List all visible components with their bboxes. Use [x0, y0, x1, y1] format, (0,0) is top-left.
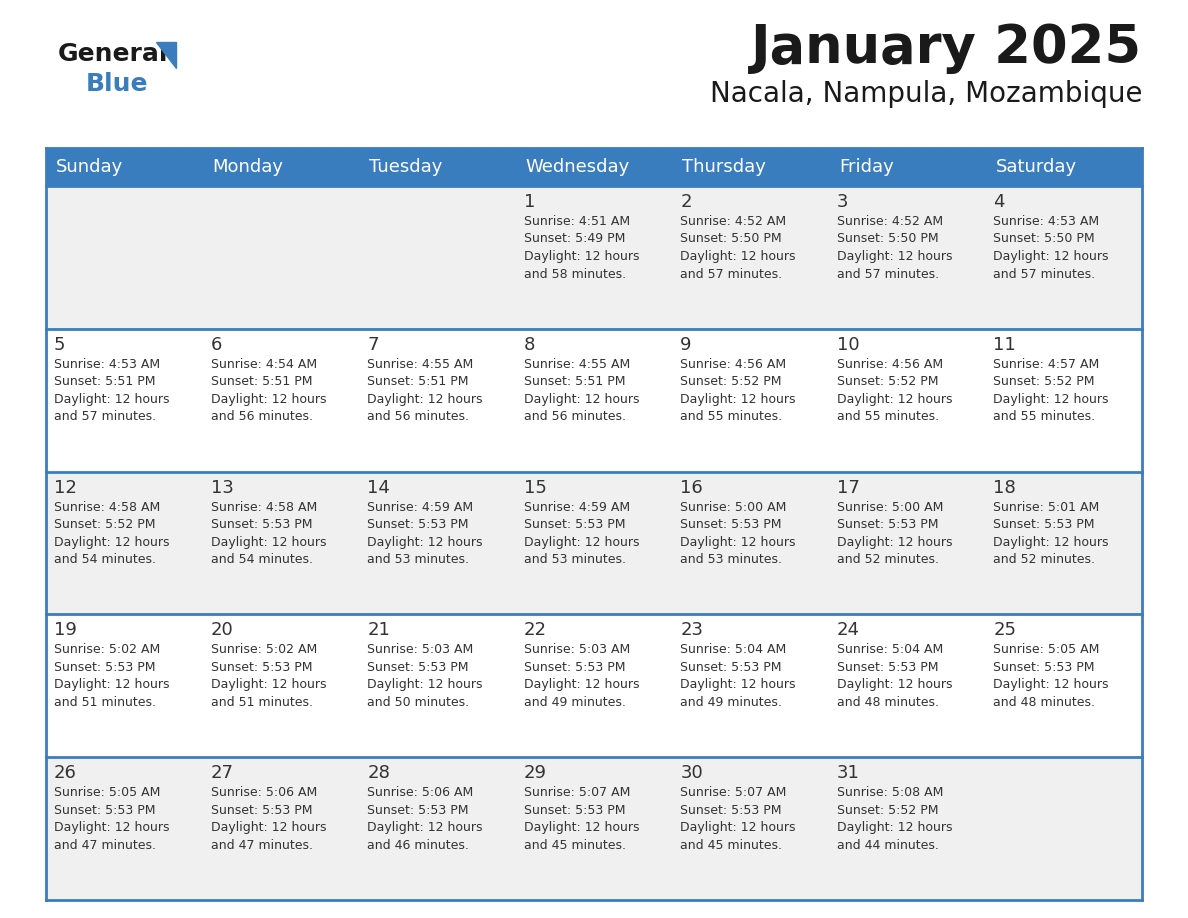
Text: 1: 1 [524, 193, 535, 211]
Bar [46, 614, 1142, 757]
Text: Monday: Monday [213, 158, 284, 176]
Text: Sunrise: 4:55 AM
Sunset: 5:51 PM
Daylight: 12 hours
and 56 minutes.: Sunrise: 4:55 AM Sunset: 5:51 PM Dayligh… [524, 358, 639, 423]
Text: Sunrise: 5:07 AM
Sunset: 5:53 PM
Daylight: 12 hours
and 45 minutes.: Sunrise: 5:07 AM Sunset: 5:53 PM Dayligh… [681, 786, 796, 852]
Text: Sunrise: 5:02 AM
Sunset: 5:53 PM
Daylight: 12 hours
and 51 minutes.: Sunrise: 5:02 AM Sunset: 5:53 PM Dayligh… [210, 644, 326, 709]
Text: Sunrise: 5:06 AM
Sunset: 5:53 PM
Daylight: 12 hours
and 46 minutes.: Sunrise: 5:06 AM Sunset: 5:53 PM Dayligh… [367, 786, 482, 852]
Text: Sunrise: 5:05 AM
Sunset: 5:53 PM
Daylight: 12 hours
and 47 minutes.: Sunrise: 5:05 AM Sunset: 5:53 PM Dayligh… [53, 786, 170, 852]
Text: Sunrise: 4:53 AM
Sunset: 5:51 PM
Daylight: 12 hours
and 57 minutes.: Sunrise: 4:53 AM Sunset: 5:51 PM Dayligh… [53, 358, 170, 423]
Text: Sunday: Sunday [56, 158, 124, 176]
Text: Sunrise: 4:52 AM
Sunset: 5:50 PM
Daylight: 12 hours
and 57 minutes.: Sunrise: 4:52 AM Sunset: 5:50 PM Dayligh… [836, 215, 953, 281]
Text: 5: 5 [53, 336, 65, 353]
Text: 22: 22 [524, 621, 546, 640]
Text: 26: 26 [53, 764, 77, 782]
Text: Tuesday: Tuesday [369, 158, 442, 176]
Text: 3: 3 [836, 193, 848, 211]
Text: 15: 15 [524, 478, 546, 497]
Text: 7: 7 [367, 336, 379, 353]
Bar [46, 757, 1142, 900]
Text: Wednesday: Wednesday [526, 158, 630, 176]
Text: Sunrise: 5:06 AM
Sunset: 5:53 PM
Daylight: 12 hours
and 47 minutes.: Sunrise: 5:06 AM Sunset: 5:53 PM Dayligh… [210, 786, 326, 852]
Text: 8: 8 [524, 336, 535, 353]
Text: 11: 11 [993, 336, 1016, 353]
Text: 29: 29 [524, 764, 546, 782]
Text: 10: 10 [836, 336, 859, 353]
Text: Saturday: Saturday [996, 158, 1076, 176]
Text: 24: 24 [836, 621, 860, 640]
Text: 30: 30 [681, 764, 703, 782]
Text: Sunrise: 4:54 AM
Sunset: 5:51 PM
Daylight: 12 hours
and 56 minutes.: Sunrise: 4:54 AM Sunset: 5:51 PM Dayligh… [210, 358, 326, 423]
Text: Sunrise: 4:51 AM
Sunset: 5:49 PM
Daylight: 12 hours
and 58 minutes.: Sunrise: 4:51 AM Sunset: 5:49 PM Dayligh… [524, 215, 639, 281]
Text: 19: 19 [53, 621, 77, 640]
Text: 4: 4 [993, 193, 1005, 211]
Text: 13: 13 [210, 478, 234, 497]
Text: Friday: Friday [839, 158, 893, 176]
Text: 25: 25 [993, 621, 1017, 640]
Text: 18: 18 [993, 478, 1016, 497]
Text: Sunrise: 4:56 AM
Sunset: 5:52 PM
Daylight: 12 hours
and 55 minutes.: Sunrise: 4:56 AM Sunset: 5:52 PM Dayligh… [681, 358, 796, 423]
Text: Sunrise: 5:07 AM
Sunset: 5:53 PM
Daylight: 12 hours
and 45 minutes.: Sunrise: 5:07 AM Sunset: 5:53 PM Dayligh… [524, 786, 639, 852]
Bar [46, 329, 1142, 472]
Text: Sunrise: 4:58 AM
Sunset: 5:52 PM
Daylight: 12 hours
and 54 minutes.: Sunrise: 4:58 AM Sunset: 5:52 PM Dayligh… [53, 500, 170, 566]
Text: Sunrise: 4:55 AM
Sunset: 5:51 PM
Daylight: 12 hours
and 56 minutes.: Sunrise: 4:55 AM Sunset: 5:51 PM Dayligh… [367, 358, 482, 423]
Text: 16: 16 [681, 478, 703, 497]
Text: Sunrise: 5:08 AM
Sunset: 5:52 PM
Daylight: 12 hours
and 44 minutes.: Sunrise: 5:08 AM Sunset: 5:52 PM Dayligh… [836, 786, 953, 852]
Text: 23: 23 [681, 621, 703, 640]
Text: Sunrise: 4:59 AM
Sunset: 5:53 PM
Daylight: 12 hours
and 53 minutes.: Sunrise: 4:59 AM Sunset: 5:53 PM Dayligh… [524, 500, 639, 566]
Text: Sunrise: 4:59 AM
Sunset: 5:53 PM
Daylight: 12 hours
and 53 minutes.: Sunrise: 4:59 AM Sunset: 5:53 PM Dayligh… [367, 500, 482, 566]
Text: Sunrise: 5:04 AM
Sunset: 5:53 PM
Daylight: 12 hours
and 48 minutes.: Sunrise: 5:04 AM Sunset: 5:53 PM Dayligh… [836, 644, 953, 709]
Text: Sunrise: 5:01 AM
Sunset: 5:53 PM
Daylight: 12 hours
and 52 minutes.: Sunrise: 5:01 AM Sunset: 5:53 PM Dayligh… [993, 500, 1108, 566]
Text: Sunrise: 4:52 AM
Sunset: 5:50 PM
Daylight: 12 hours
and 57 minutes.: Sunrise: 4:52 AM Sunset: 5:50 PM Dayligh… [681, 215, 796, 281]
Text: 2: 2 [681, 193, 691, 211]
Text: Sunrise: 5:00 AM
Sunset: 5:53 PM
Daylight: 12 hours
and 53 minutes.: Sunrise: 5:00 AM Sunset: 5:53 PM Dayligh… [681, 500, 796, 566]
Text: General: General [58, 42, 169, 66]
Text: 14: 14 [367, 478, 390, 497]
Text: Sunrise: 4:56 AM
Sunset: 5:52 PM
Daylight: 12 hours
and 55 minutes.: Sunrise: 4:56 AM Sunset: 5:52 PM Dayligh… [836, 358, 953, 423]
Text: 17: 17 [836, 478, 860, 497]
Text: Sunrise: 4:58 AM
Sunset: 5:53 PM
Daylight: 12 hours
and 54 minutes.: Sunrise: 4:58 AM Sunset: 5:53 PM Dayligh… [210, 500, 326, 566]
Text: Thursday: Thursday [682, 158, 766, 176]
Text: Sunrise: 5:03 AM
Sunset: 5:53 PM
Daylight: 12 hours
and 50 minutes.: Sunrise: 5:03 AM Sunset: 5:53 PM Dayligh… [367, 644, 482, 709]
Text: Sunrise: 4:57 AM
Sunset: 5:52 PM
Daylight: 12 hours
and 55 minutes.: Sunrise: 4:57 AM Sunset: 5:52 PM Dayligh… [993, 358, 1108, 423]
Text: 12: 12 [53, 478, 77, 497]
Text: Nacala, Nampula, Mozambique: Nacala, Nampula, Mozambique [709, 80, 1142, 108]
Text: 20: 20 [210, 621, 233, 640]
Text: Sunrise: 5:03 AM
Sunset: 5:53 PM
Daylight: 12 hours
and 49 minutes.: Sunrise: 5:03 AM Sunset: 5:53 PM Dayligh… [524, 644, 639, 709]
Text: Sunrise: 5:02 AM
Sunset: 5:53 PM
Daylight: 12 hours
and 51 minutes.: Sunrise: 5:02 AM Sunset: 5:53 PM Dayligh… [53, 644, 170, 709]
Polygon shape [156, 42, 176, 68]
Text: 28: 28 [367, 764, 390, 782]
Bar [46, 148, 1142, 186]
Text: Sunrise: 5:04 AM
Sunset: 5:53 PM
Daylight: 12 hours
and 49 minutes.: Sunrise: 5:04 AM Sunset: 5:53 PM Dayligh… [681, 644, 796, 709]
Text: 9: 9 [681, 336, 691, 353]
Text: Blue: Blue [86, 72, 148, 96]
Bar [46, 186, 1142, 329]
Text: 6: 6 [210, 336, 222, 353]
Bar [46, 472, 1142, 614]
Text: January 2025: January 2025 [751, 22, 1142, 74]
Text: 31: 31 [836, 764, 860, 782]
Text: Sunrise: 5:05 AM
Sunset: 5:53 PM
Daylight: 12 hours
and 48 minutes.: Sunrise: 5:05 AM Sunset: 5:53 PM Dayligh… [993, 644, 1108, 709]
Text: Sunrise: 4:53 AM
Sunset: 5:50 PM
Daylight: 12 hours
and 57 minutes.: Sunrise: 4:53 AM Sunset: 5:50 PM Dayligh… [993, 215, 1108, 281]
Text: 27: 27 [210, 764, 234, 782]
Text: 21: 21 [367, 621, 390, 640]
Text: Sunrise: 5:00 AM
Sunset: 5:53 PM
Daylight: 12 hours
and 52 minutes.: Sunrise: 5:00 AM Sunset: 5:53 PM Dayligh… [836, 500, 953, 566]
